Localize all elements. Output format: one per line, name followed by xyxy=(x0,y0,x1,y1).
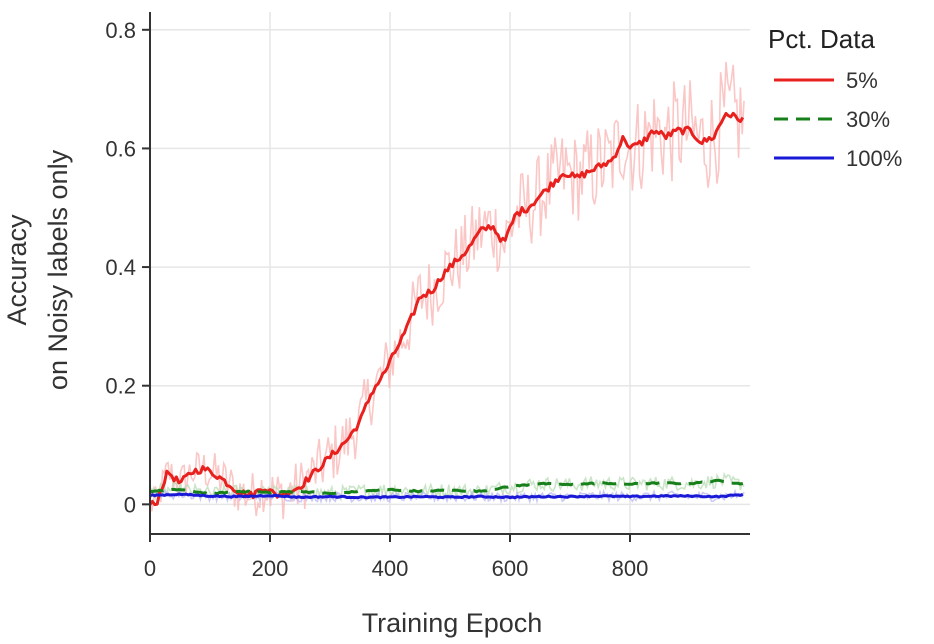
y-tick-label-1: 0.2 xyxy=(105,374,136,399)
series-line-100pct xyxy=(149,492,744,500)
x-axis-title: Training Epoch xyxy=(362,608,543,638)
y-axis-ticks: 0 0.2 0.4 0.6 0.8 xyxy=(105,18,150,517)
x-tick-label-1: 200 xyxy=(252,556,289,581)
y-axis-title: Accuracy on Noisy labels only xyxy=(2,149,73,390)
series-raw-line-5pct xyxy=(149,61,745,520)
x-tick-label-2: 400 xyxy=(372,556,409,581)
x-tick-label-0: 0 xyxy=(144,556,156,581)
smoothed-series-lines xyxy=(148,111,745,507)
grid-lines xyxy=(149,12,750,534)
x-axis-ticks: 0 200 400 600 800 xyxy=(144,534,648,581)
series-line-30pct xyxy=(149,478,744,496)
y-axis-title-line-1: Accuracy xyxy=(2,214,32,326)
y-tick-label-3: 0.6 xyxy=(105,136,136,161)
legend-label-100pct: 100% xyxy=(846,146,902,171)
legend-title: Pct. Data xyxy=(768,24,875,54)
x-tick-label-3: 600 xyxy=(492,556,529,581)
y-axis-title-line-2: on Noisy labels only xyxy=(43,149,73,390)
y-tick-label-0: 0 xyxy=(124,492,136,517)
legend: Pct. Data 5% 30% 100% xyxy=(768,24,902,171)
legend-label-30pct: 30% xyxy=(846,107,890,132)
y-tick-label-4: 0.8 xyxy=(105,18,136,43)
y-tick-label-2: 0.4 xyxy=(105,255,136,280)
x-tick-label-4: 800 xyxy=(612,556,649,581)
raw-series-lines xyxy=(149,61,745,520)
axes xyxy=(149,12,750,535)
legend-label-5pct: 5% xyxy=(846,68,878,93)
series-line-5pct xyxy=(148,111,745,507)
